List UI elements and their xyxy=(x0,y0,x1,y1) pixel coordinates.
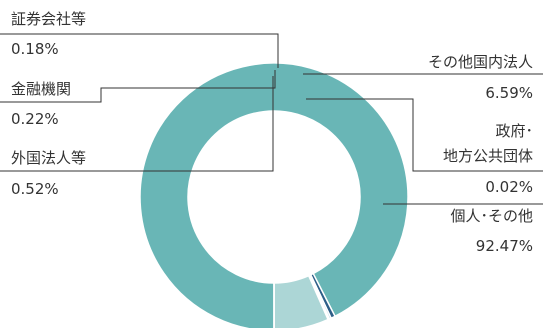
label-financial-value: 0.22% xyxy=(11,110,59,128)
label-other-domestic-value: 6.59% xyxy=(485,84,533,102)
label-foreign-value: 0.52% xyxy=(11,180,59,198)
label-government-name-line2: 地方公共団体 xyxy=(442,147,533,165)
slice-0 xyxy=(139,62,409,328)
donut-slices xyxy=(139,62,409,328)
label-foreign-name: 外国法人等 xyxy=(11,149,87,167)
label-other-domestic-name: その他国内法人 xyxy=(427,53,533,71)
leader-line-government xyxy=(306,98,543,172)
leader-line-financial xyxy=(0,70,276,103)
label-individuals-value: 92.47% xyxy=(475,237,533,255)
leader-line-securities xyxy=(0,33,279,68)
label-individuals-name: 個人･その他 xyxy=(450,207,533,225)
label-government-value: 0.02% xyxy=(485,178,533,196)
label-securities-name: 証券会社等 xyxy=(11,10,87,28)
label-securities-value: 0.18% xyxy=(11,40,59,58)
label-financial-name: 金融機関 xyxy=(11,80,72,98)
leader-lines xyxy=(0,33,543,205)
leader-line-foreign xyxy=(0,76,274,172)
label-government-name-line1: 政府･ xyxy=(495,122,533,140)
